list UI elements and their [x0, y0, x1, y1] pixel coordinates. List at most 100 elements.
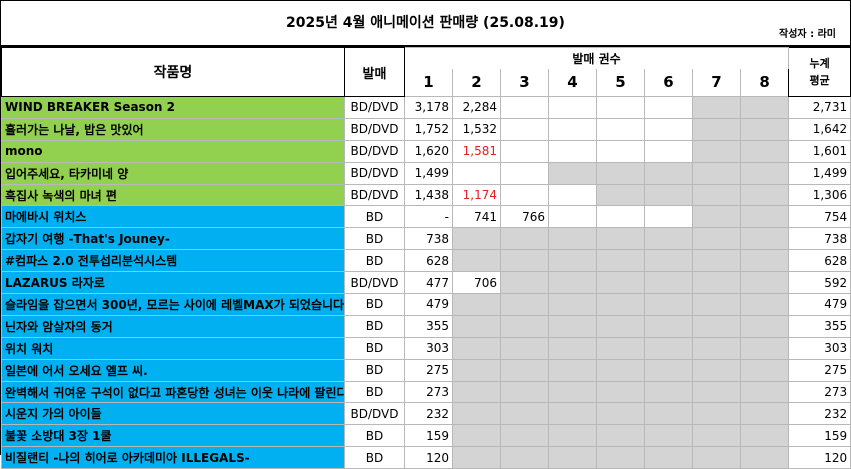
row-title: 슬라임을 잡으면서 300년, 모르는 사이에 레벨MAX가 되었습니다 2: [1, 293, 345, 316]
unreleased-cell: [644, 271, 693, 295]
volume-sales-cell: 477: [404, 271, 453, 295]
header-volume-6: 6: [644, 68, 693, 97]
row-average: 1,499: [788, 161, 851, 185]
row-release-type: BD: [344, 249, 405, 273]
row-title: LAZARUS 라자로: [1, 271, 345, 295]
volume-sales-cell: [644, 117, 693, 141]
unreleased-cell: [500, 336, 549, 360]
header-volume-1: 1: [404, 68, 453, 97]
unreleased-cell: [644, 293, 693, 316]
volume-sales-cell: 628: [404, 249, 453, 273]
unreleased-cell: [596, 358, 645, 382]
unreleased-cell: [739, 358, 790, 382]
unreleased-cell: [500, 249, 549, 273]
volume-sales-cell: 3,178: [404, 96, 453, 119]
unreleased-cell: [692, 161, 741, 185]
volume-sales-cell: 479: [404, 293, 453, 316]
unreleased-cell: [548, 424, 597, 448]
header-average-line2: 평균: [809, 74, 830, 87]
row-release-type: BD: [344, 424, 405, 448]
unreleased-cell: [452, 358, 501, 382]
table-row: 비질랜티 -나의 히어로 아카데미아 ILLEGALS- BD 120 120: [1, 446, 851, 469]
unreleased-cell: [452, 336, 501, 360]
volume-sales-cell: 273: [404, 380, 453, 404]
row-average: 275: [788, 358, 851, 382]
unreleased-cell: [739, 271, 790, 295]
volume-sales-cell: 1,438: [404, 183, 453, 207]
row-release-type: BD: [344, 205, 405, 229]
row-release-type: BD: [344, 380, 405, 404]
unreleased-cell: [692, 336, 741, 360]
header-volume-3: 3: [500, 68, 549, 97]
unreleased-cell: [596, 446, 645, 469]
unreleased-cell: [739, 314, 790, 338]
table-row: #컴파스 2.0 전투섭리분석시스템 BD 628 628: [1, 249, 851, 273]
header-volume-8: 8: [739, 68, 790, 97]
unreleased-cell: [452, 249, 501, 273]
unreleased-cell: [500, 424, 549, 448]
unreleased-cell: [739, 402, 790, 426]
row-average: 120: [788, 446, 851, 469]
row-release-type: BD: [344, 336, 405, 360]
volume-sales-cell: 232: [404, 402, 453, 426]
volume-sales-cell: [500, 183, 549, 207]
table-row: 슬라임을 잡으면서 300년, 모르는 사이에 레벨MAX가 되었습니다 2 BD…: [1, 293, 851, 316]
unreleased-cell: [692, 293, 741, 316]
unreleased-cell: [452, 424, 501, 448]
unreleased-cell: [548, 446, 597, 469]
volume-sales-cell: 738: [404, 227, 453, 251]
unreleased-cell: [739, 227, 790, 251]
unreleased-cell: [548, 314, 597, 338]
row-average: 232: [788, 402, 851, 426]
unreleased-cell: [739, 249, 790, 273]
volume-sales-cell: [548, 205, 597, 229]
unreleased-cell: [548, 358, 597, 382]
volume-sales-cell: 275: [404, 358, 453, 382]
sheet-title: 2025년 4월 애니메이션 판매량 (25.08.19): [286, 15, 565, 31]
unreleased-cell: [739, 96, 790, 119]
unreleased-cell: [692, 380, 741, 404]
volume-sales-cell: [596, 139, 645, 163]
unreleased-cell: [596, 402, 645, 426]
unreleased-cell: [548, 402, 597, 426]
unreleased-cell: [548, 249, 597, 273]
unreleased-cell: [596, 161, 645, 185]
unreleased-cell: [596, 183, 645, 207]
row-title: 불꽃 소방대 3장 1쿨: [1, 424, 345, 448]
unreleased-cell: [596, 424, 645, 448]
row-release-type: BD/DVD: [344, 161, 405, 185]
table-row: 위치 워치 BD 303 303: [1, 336, 851, 360]
unreleased-cell: [596, 293, 645, 316]
unreleased-cell: [739, 117, 790, 141]
unreleased-cell: [644, 314, 693, 338]
row-average: 754: [788, 205, 851, 229]
title-row: 2025년 4월 애니메이션 판매량 (25.08.19) 작성자 : 라미: [1, 1, 850, 47]
row-average: 738: [788, 227, 851, 251]
table-row: 닌자와 암살자의 동거 BD 355 355: [1, 314, 851, 338]
table-row: 시운지 가의 아이들 BD/DVD 232 232: [1, 402, 851, 426]
unreleased-cell: [692, 314, 741, 338]
unreleased-cell: [644, 161, 693, 185]
unreleased-cell: [500, 446, 549, 469]
volume-sales-cell: [500, 117, 549, 141]
unreleased-cell: [500, 271, 549, 295]
volume-sales-cell: [548, 139, 597, 163]
row-title: mono: [1, 139, 345, 163]
volume-sales-cell: 766: [500, 205, 549, 229]
unreleased-cell: [692, 96, 741, 119]
table-row: LAZARUS 라자로 BD/DVD 477 706 592: [1, 271, 851, 295]
row-release-type: BD: [344, 314, 405, 338]
unreleased-cell: [739, 424, 790, 448]
unreleased-cell: [692, 271, 741, 295]
unreleased-cell: [452, 446, 501, 469]
volume-sales-cell: [596, 117, 645, 141]
row-average: 1,642: [788, 117, 851, 141]
volume-sales-cell: 706: [452, 271, 501, 295]
volume-sales-cell: [548, 183, 597, 207]
table-body: WIND BREAKER Season 2 BD/DVD 3,178 2,284 2,7…: [1, 96, 851, 469]
unreleased-cell: [452, 293, 501, 316]
row-release-type: BD: [344, 293, 405, 316]
row-average: 159: [788, 424, 851, 448]
row-release-type: BD/DVD: [344, 183, 405, 207]
